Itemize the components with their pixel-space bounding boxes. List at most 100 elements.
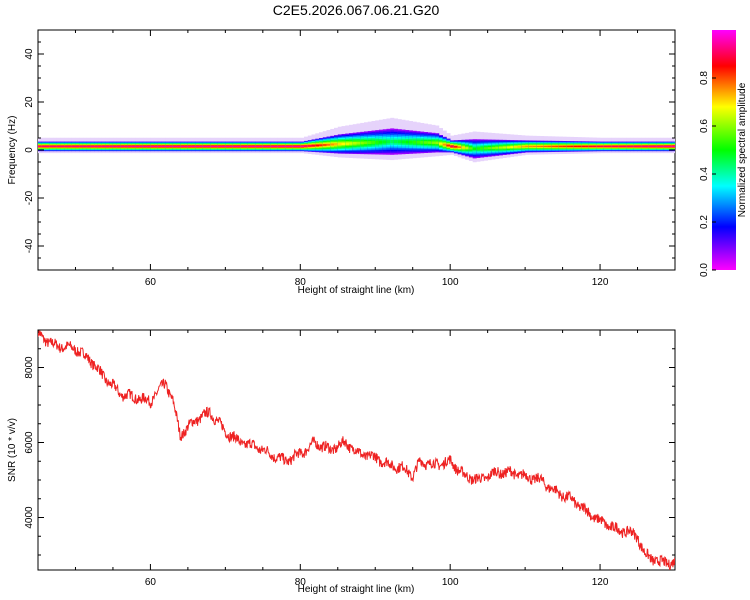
spectrogram-cell: [120, 145, 125, 147]
spectrogram-x-ticks: 60 80 100 120: [37, 30, 676, 288]
spectrogram-cell: [109, 145, 114, 147]
spectrogram-cell: [431, 141, 436, 144]
spectrogram-cell: [195, 145, 200, 147]
spectrogram-cell: [513, 146, 518, 148]
spectrogram-cell: [262, 145, 267, 147]
spectrogram-cell: [487, 147, 492, 150]
spectrogram-x-tick-label: 60: [145, 277, 157, 288]
spectrogram-cell: [390, 139, 395, 144]
spectrogram-cell: [592, 145, 597, 148]
spectrogram-cell: [307, 145, 312, 147]
spectrogram-cell: [82, 145, 88, 147]
spectrogram-cell: [393, 140, 399, 144]
spectrogram-cell: [232, 145, 237, 147]
spectrogram-cell: [64, 145, 69, 147]
colorbar-label: Normalized spectral amplitude: [737, 82, 748, 217]
spectrogram-cell: [225, 145, 230, 147]
spectrogram-cell: [79, 145, 84, 147]
spectrogram-cell: [191, 145, 196, 147]
spectrogram-cell: [607, 145, 612, 147]
spectrogram-cell: [360, 141, 365, 145]
spectrogram-cell: [412, 140, 417, 144]
spectrogram-cell: [476, 147, 481, 150]
spectrogram-panel: 60 80 100 120 -40 -20 0 20 40 Height of straigh…: [7, 29, 676, 296]
spectrogram-cell: [375, 140, 380, 144]
spectrogram-cell: [536, 145, 541, 148]
snr-y-ticks: 4000 6000 8000: [24, 329, 675, 556]
spectrogram-cell: [525, 145, 530, 148]
colorbar: 0.0 0.2 0.4 0.6 0.8 Normalized spectral ampl…: [699, 30, 748, 277]
spectrogram-cell: [165, 145, 170, 147]
spectrogram-cell: [277, 145, 282, 147]
spectrogram-y-tick-label: -20: [24, 190, 35, 205]
spectrogram-cell: [45, 145, 50, 147]
spectrogram-cell: [56, 145, 61, 147]
spectrogram-cell: [135, 145, 140, 147]
spectrogram-cell: [352, 141, 357, 145]
spectrogram-cell: [326, 143, 331, 146]
spectrogram-cell: [547, 145, 552, 148]
spectrogram-cell: [555, 145, 560, 148]
spectrogram-cell: [465, 146, 470, 150]
spectrogram-cell: [217, 145, 222, 147]
spectrogram-cell: [221, 145, 226, 147]
spectrogram-cell: [528, 145, 533, 148]
snr-series-line: [38, 330, 675, 570]
spectrogram-cell: [67, 145, 73, 147]
figure-title: C2E5.2026.067.06.21.G20: [273, 2, 440, 18]
spectrogram-cell: [169, 145, 174, 147]
spectrogram-x-tick-label: 80: [295, 277, 307, 288]
spectrogram-cell: [371, 140, 376, 144]
colorbar-tick-label: 0.8: [699, 71, 710, 85]
spectrogram-cell: [540, 145, 545, 148]
spectrogram-cell: [322, 144, 327, 146]
spectrogram-cell: [345, 142, 350, 145]
spectrogram-cell: [566, 145, 571, 148]
spectrogram-cell: [41, 145, 46, 147]
spectrogram-cell: [285, 145, 290, 147]
spectrogram-cell: [60, 145, 65, 147]
spectrogram-cell: [577, 145, 582, 148]
spectrogram-cell: [259, 145, 264, 147]
spectrogram-cell: [603, 145, 608, 147]
spectrogram-cell: [401, 140, 406, 144]
spectrogram-cell: [498, 146, 503, 149]
colorbar-tick-label: 0.4: [699, 167, 710, 181]
spectrogram-cell: [506, 146, 511, 149]
spectrogram-cell: [596, 145, 601, 148]
spectrogram-cell: [49, 145, 54, 147]
spectrogram-y-tick-label: 20: [24, 96, 35, 108]
spectrogram-cell: [150, 145, 155, 147]
spectrogram-cell: [300, 145, 305, 147]
spectrogram-band: [38, 128, 675, 159]
spectrogram-cell: [637, 145, 642, 147]
spectrogram-cell: [97, 145, 102, 147]
spectrogram-cell: [543, 145, 548, 148]
spectrogram-cell: [105, 145, 110, 147]
spectrogram-cell: [266, 145, 271, 147]
spectrogram-cell: [483, 147, 488, 150]
spectrogram-x-label: Height of straight line (km): [298, 285, 415, 296]
spectrogram-cell: [52, 145, 58, 147]
spectrogram-cell: [427, 141, 432, 144]
snr-x-tick-label: 80: [295, 577, 307, 588]
spectrogram-cell: [615, 145, 620, 147]
spectrogram-cell: [292, 145, 297, 147]
spectrogram-cell: [671, 145, 675, 147]
spectrogram-cell: [146, 145, 151, 147]
spectrogram-cell: [502, 146, 507, 149]
spectrogram-x-tick-label: 120: [592, 277, 609, 288]
spectrogram-cell: [337, 142, 342, 146]
spectrogram-cell: [435, 141, 440, 144]
snr-x-tick-label: 120: [592, 577, 609, 588]
spectrogram-cell: [667, 145, 672, 147]
spectrogram-y-tick-label: -40: [24, 238, 35, 253]
spectrogram-cell: [367, 141, 372, 145]
snr-y-label: SNR (10 * v/v): [7, 418, 18, 482]
spectrogram-cell: [244, 145, 249, 147]
spectrogram-cell: [94, 145, 99, 147]
snr-x-tick-label: 60: [145, 577, 157, 588]
snr-panel: 60 80 100 120 4000 6000 8000 Height of straig…: [7, 329, 676, 595]
spectrogram-cell: [116, 145, 121, 147]
